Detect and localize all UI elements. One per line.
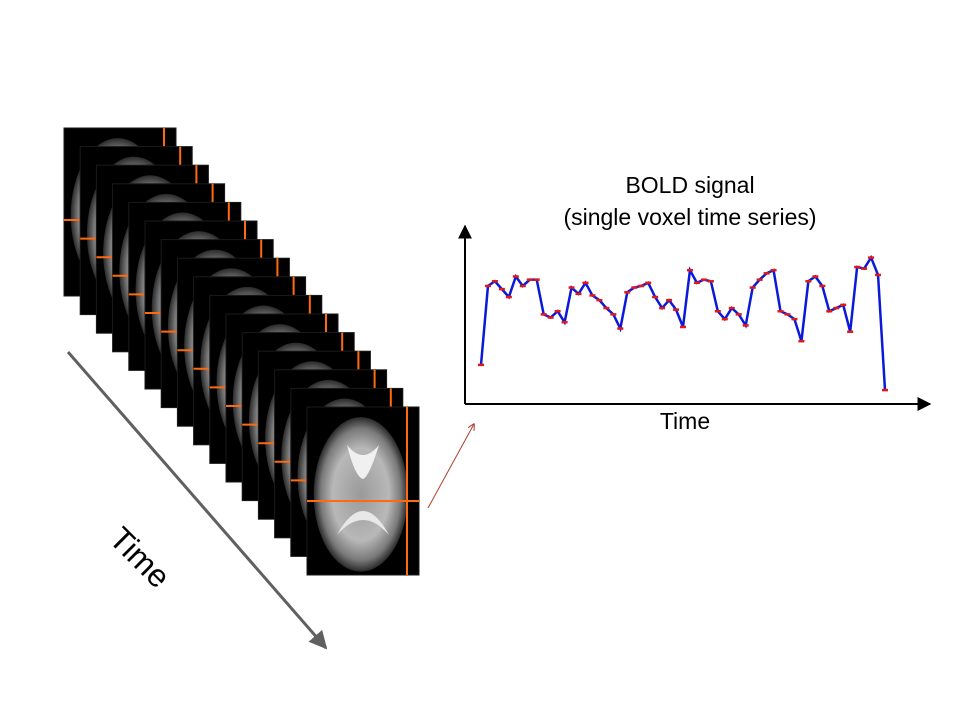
fmri-volume-stack: [63, 127, 420, 576]
bold-signal-series: [478, 254, 888, 392]
chart-title-line1: BOLD signal: [625, 172, 755, 198]
chart-x-axis-label: Time: [659, 408, 711, 434]
chart-title-line2: (single voxel time series): [563, 204, 817, 230]
voxel-pointer-arrow: [427, 424, 474, 509]
ventricle-posterior-shape: [337, 511, 389, 535]
bold-signal-line: [479, 254, 887, 391]
time-arrow: [66, 351, 328, 650]
ventricle-shape: [347, 445, 379, 479]
mri-slice-frame: [306, 406, 420, 576]
